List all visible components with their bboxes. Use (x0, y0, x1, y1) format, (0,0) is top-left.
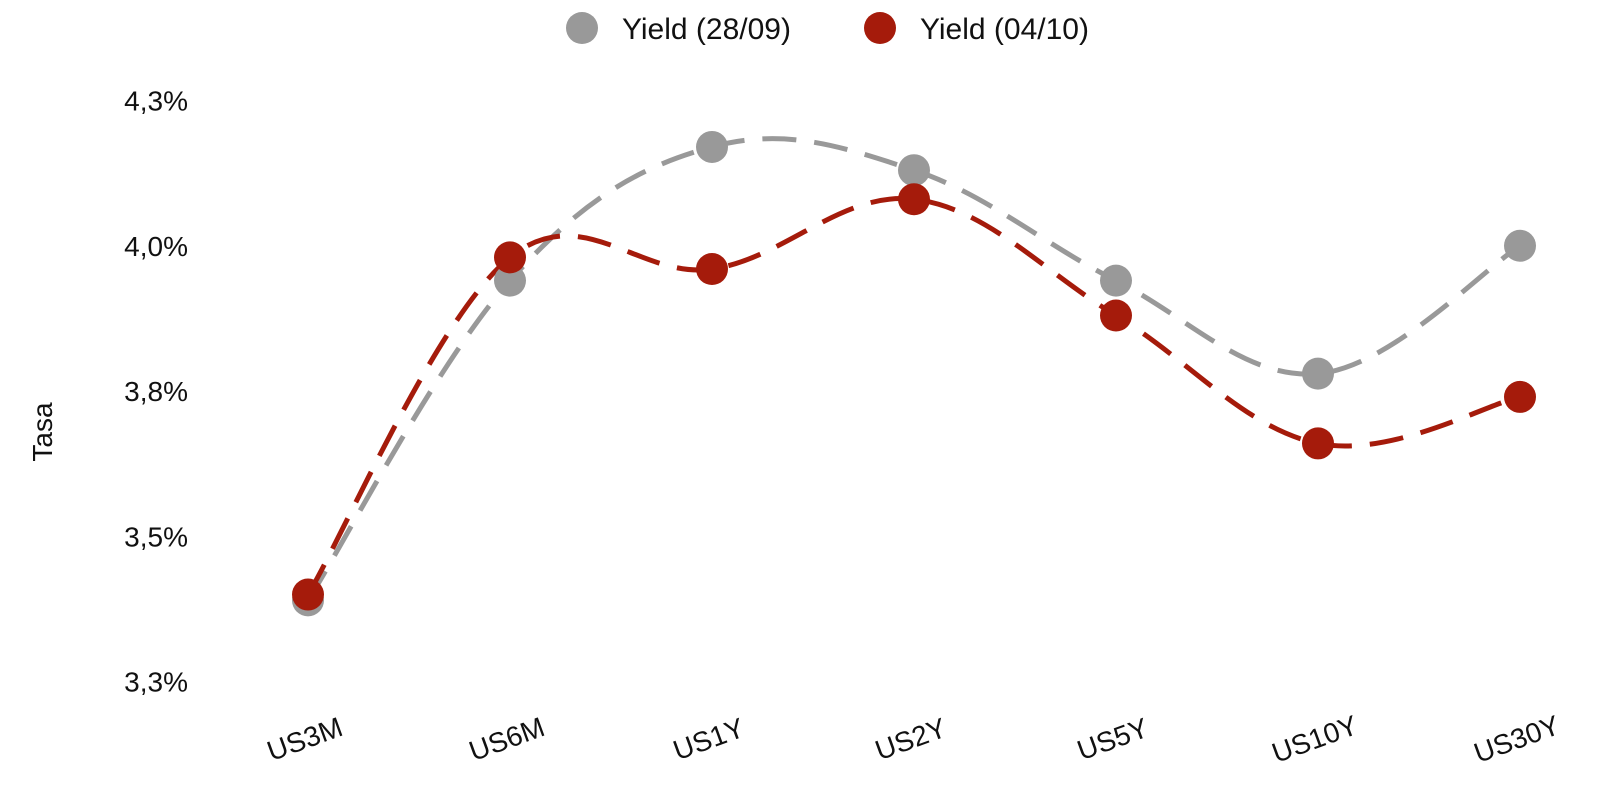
data-point-series-1-us6m[interactable] (494, 241, 526, 274)
y-axis-tick-labels: 3,3% 3,5% 3,8% 4,0% 4,3% (124, 85, 188, 697)
x-tick-label: US5Y (1073, 712, 1153, 766)
legend-label-yield-0410: Yield (04/10) (920, 13, 1089, 46)
x-axis-tick-labels: US3M US6M US1Y US2Y US5Y US10Y US30Y (263, 709, 1564, 769)
x-tick-label: US30Y (1470, 709, 1564, 769)
data-point-series-0-us30y[interactable] (1504, 229, 1536, 262)
data-point-series-0-us10y[interactable] (1302, 357, 1334, 390)
y-tick-label: 4,0% (124, 231, 188, 262)
x-tick-label: US6M (465, 711, 549, 767)
data-point-series-1-us3m[interactable] (292, 578, 324, 611)
x-tick-label: US2Y (871, 712, 951, 766)
series-points (292, 130, 1536, 617)
data-point-series-1-us5y[interactable] (1100, 299, 1132, 332)
legend-marker-yield-0410 (864, 12, 896, 44)
series-line-1 (305, 196, 1521, 596)
data-point-series-0-us2y[interactable] (898, 154, 930, 187)
series-lines (305, 136, 1522, 602)
data-point-series-0-us5y[interactable] (1100, 264, 1132, 297)
legend-label-yield-2809: Yield (28/09) (622, 13, 791, 46)
legend-item-yield-0410[interactable]: Yield (04/10) (864, 12, 1089, 46)
y-tick-label: 3,3% (124, 667, 188, 698)
x-tick-label: US3M (263, 711, 347, 767)
y-tick-label: 4,3% (124, 85, 188, 116)
legend: Yield (28/09) Yield (04/10) (566, 12, 1089, 46)
legend-item-yield-2809[interactable]: Yield (28/09) (566, 12, 791, 46)
x-tick-label: US10Y (1268, 709, 1362, 769)
y-axis-title: Tasa (27, 402, 58, 462)
y-tick-label: 3,8% (124, 376, 188, 407)
data-point-series-0-us1y[interactable] (696, 130, 728, 163)
series-line-0 (305, 136, 1522, 602)
data-point-series-1-us30y[interactable] (1504, 380, 1536, 413)
y-tick-label: 3,5% (124, 521, 188, 552)
data-point-series-1-us2y[interactable] (898, 183, 930, 216)
x-tick-label: US1Y (669, 712, 749, 766)
legend-marker-yield-2809 (566, 12, 598, 44)
data-point-series-1-us1y[interactable] (696, 253, 728, 286)
data-point-series-1-us10y[interactable] (1302, 427, 1334, 460)
data-point-series-0-us6m[interactable] (494, 264, 526, 297)
